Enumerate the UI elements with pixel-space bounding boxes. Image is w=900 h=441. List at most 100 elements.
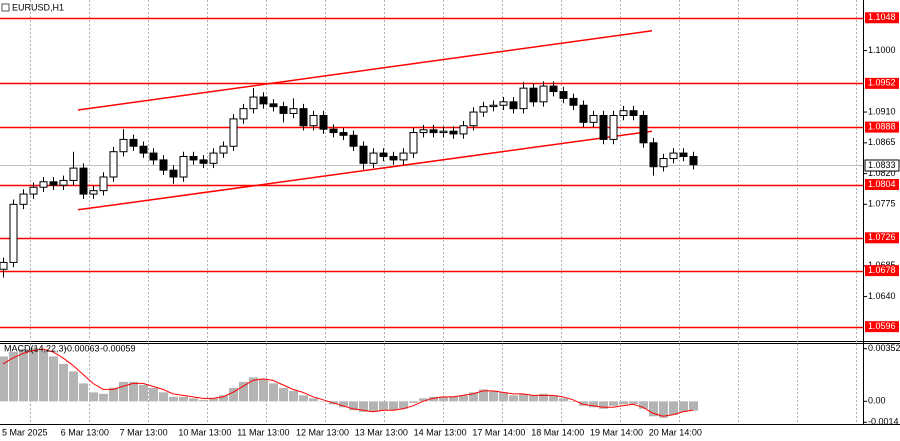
macd-histogram-bar [19,348,28,402]
candle-body [659,158,668,168]
candle-body [39,181,48,188]
macd-histogram-bar [169,396,178,402]
macd-histogram-bar [439,396,448,402]
macd-histogram-bar [69,371,78,402]
candle-body [339,132,348,136]
x-tick-label: 7 Mar 13:00 [120,427,168,437]
x-tick-label: 19 Mar 14:00 [590,427,643,437]
macd-histogram-bar [629,401,638,405]
x-tick-label: 11 Mar 13:00 [237,427,289,437]
macd-histogram-bar [139,384,148,402]
candle-body [389,155,398,161]
candle-body [269,103,278,108]
macd-histogram-bar [239,381,248,402]
candle-body [359,145,368,164]
level-label: 1.0678 [868,265,896,275]
level-label: 1.0726 [868,232,896,242]
candle-body [509,101,518,110]
candle-body [529,87,538,103]
candle-body [639,114,648,144]
candle-body [59,179,68,186]
candle-body [259,96,268,105]
candle-body [379,152,388,157]
macd-histogram-bar [259,378,268,402]
candle-body [589,114,598,123]
macd-histogram-bar [509,395,518,402]
candle-body [629,110,638,116]
chart-title: EURUSD,H1 [12,2,64,12]
candle-body [599,114,608,140]
level-label-box [865,77,899,89]
macd-histogram-bar [599,401,608,409]
candle-body [239,108,248,120]
channel-line [77,130,653,211]
candle-body [49,181,58,186]
candle-body [119,138,128,153]
indicator-title: MACD(14,22,3) [4,343,67,353]
macd-histogram-bar [619,401,628,405]
macd-histogram-bar [219,395,228,402]
indicator-value: -0.00063 [64,343,100,353]
level-label: 1.1048 [868,12,896,22]
macd-histogram-bar [459,395,468,402]
candle-body [99,176,108,192]
macd-histogram-bar [129,381,138,402]
macd-histogram-bar [429,396,438,402]
macd-histogram-bar [479,389,488,402]
macd-histogram-bar [189,398,198,402]
macd-histogram-bar [639,401,648,409]
macd-histogram-bar [309,398,318,402]
candle-body [539,85,548,103]
candle-body [369,152,378,164]
macd-histogram-bar [349,401,358,411]
y-tick-label: 1.0910 [868,106,896,116]
candle-body [29,186,38,195]
macd-histogram-bar [29,347,38,402]
macd-histogram-bar [589,401,598,408]
macd-histogram-bar [339,401,348,408]
candle-body [159,159,168,171]
y-tick-label: 0.00352 [868,343,900,353]
macd-histogram-bar [689,401,698,411]
macd-histogram-bar [609,401,618,406]
macd-histogram-bar [659,401,668,418]
macd-histogram-bar [159,392,168,402]
macd-histogram-bar [399,401,408,409]
candle-body [69,167,78,181]
candle-body [219,145,228,154]
x-tick-label: 20 Mar 14:00 [649,427,702,437]
macd-histogram-bar [0,356,8,402]
candle-body [319,114,328,130]
candle-body [199,159,208,164]
level-label-box [865,321,899,333]
level-label: 1.0888 [868,121,896,131]
candle-body [679,152,688,157]
candle-body [89,190,98,195]
macd-histogram-bar [229,387,238,402]
macd-histogram-bar [299,395,308,402]
candle-body [469,111,478,127]
macd-histogram-bar [529,395,538,402]
candle-body [349,134,358,147]
macd-histogram-bar [519,393,528,402]
candle-body [429,129,438,134]
candle-body [169,169,178,178]
x-tick-label: 5 Mar 2025 [2,427,48,437]
level-label-box [865,265,899,277]
candle-body [669,152,678,160]
candle-body [439,130,448,134]
candle-body [279,106,288,114]
candle-body [619,110,628,116]
macd-histogram-bar [149,387,158,402]
y-tick-label: 1.0775 [868,199,896,209]
level-label-box [865,121,899,133]
symbol-icon [1,3,10,12]
candle-body [519,87,528,110]
macd-histogram-bar [369,401,378,412]
macd-histogram-bar [109,387,118,402]
macd-histogram-bar [389,401,398,411]
macd-histogram-bar [9,351,18,402]
current-price-label: 1.0833 [868,160,896,170]
